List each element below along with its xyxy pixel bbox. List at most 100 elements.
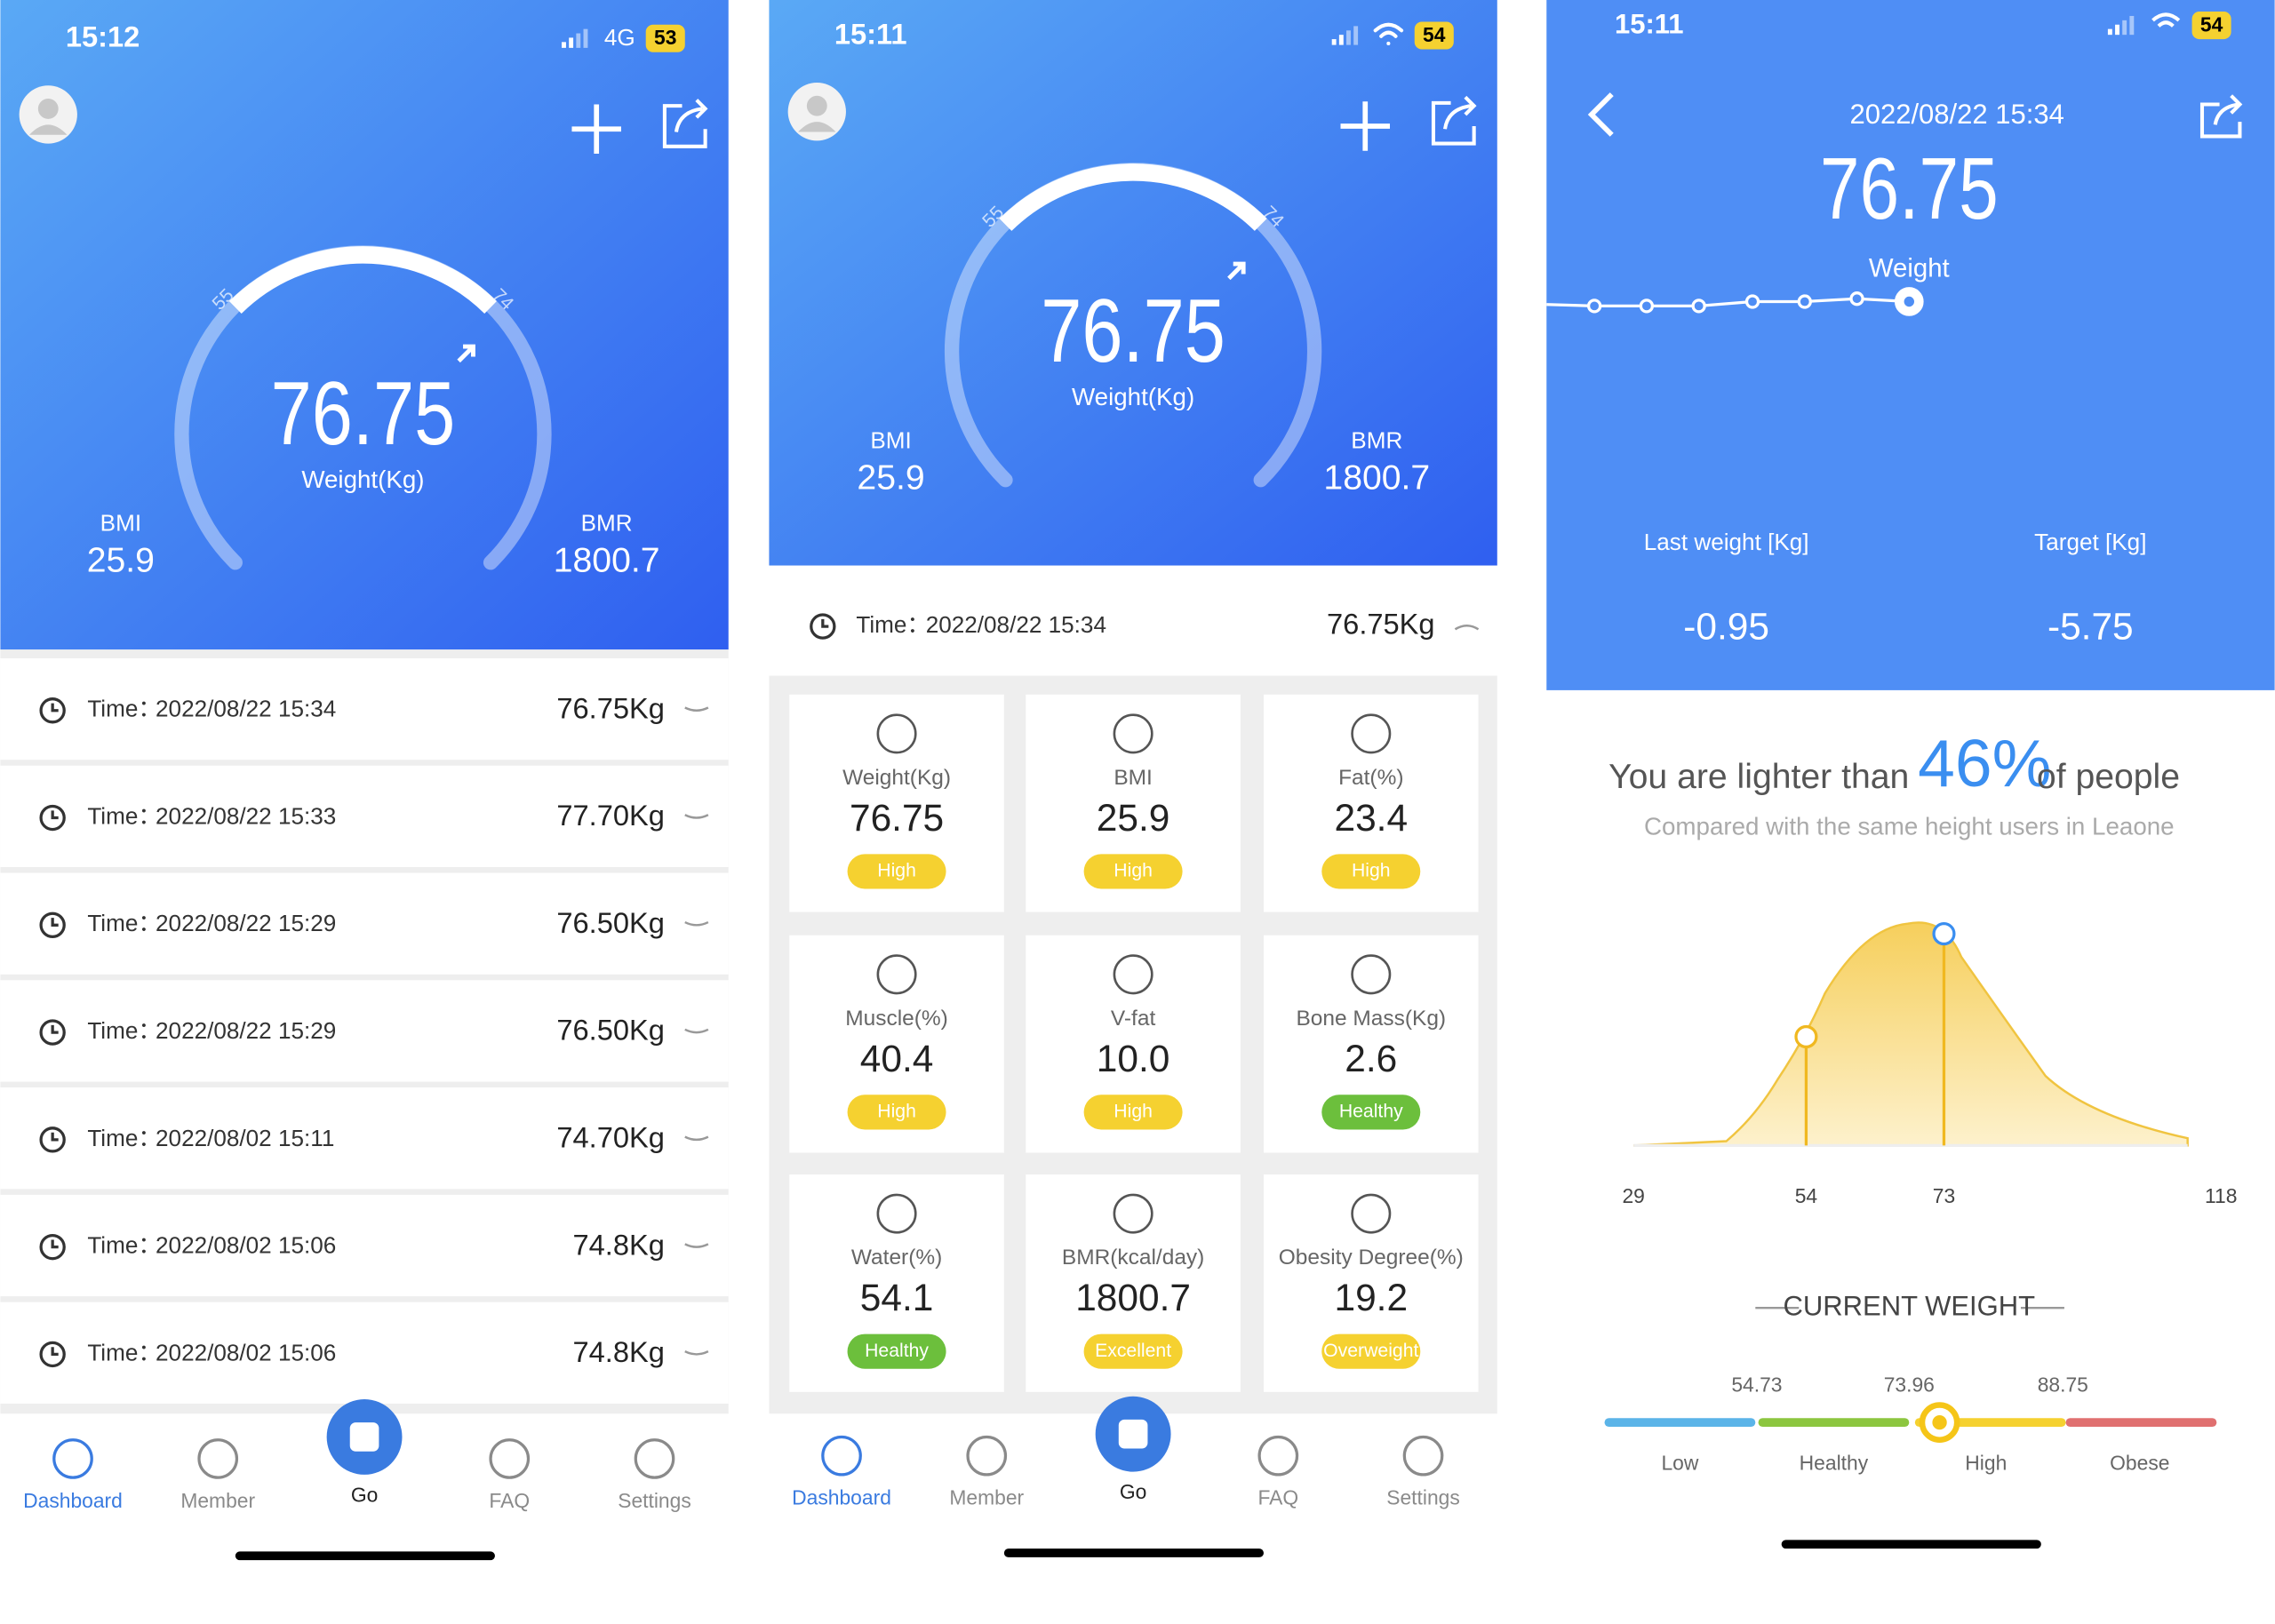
share-button[interactable] <box>1431 95 1477 146</box>
metric-icon <box>1351 1193 1392 1234</box>
metric-status: Excellent <box>1095 1341 1171 1361</box>
trend-point[interactable] <box>1849 291 1864 306</box>
expand-chevron[interactable] <box>684 1243 709 1248</box>
latest-time: 2022/08/22 15:34 <box>926 611 1106 638</box>
tab-icon[interactable] <box>821 1435 862 1477</box>
marker-point <box>1932 922 1956 946</box>
expand-chevron[interactable] <box>684 1135 709 1142</box>
record-time: 2022/08/22 15:33 <box>156 802 336 829</box>
status-badge <box>1083 1095 1183 1130</box>
record-row[interactable] <box>0 872 729 975</box>
record-row[interactable] <box>0 765 729 868</box>
weight-label: Weight(Kg) <box>301 466 424 493</box>
metric-icon <box>1113 1193 1153 1234</box>
record-row[interactable] <box>0 1302 729 1404</box>
range-label: Healthy <box>1800 1451 1869 1474</box>
status-badge <box>1321 1095 1421 1130</box>
latest-time-label: Time： <box>856 611 930 638</box>
metric-label: Obesity Degree(%) <box>1279 1246 1464 1270</box>
tab-icon[interactable] <box>489 1438 531 1479</box>
tab-label: FAQ <box>489 1489 530 1512</box>
avatar-body <box>798 122 836 132</box>
metric-value: 2.6 <box>1345 1038 1397 1079</box>
home-indicator <box>1003 1548 1264 1557</box>
signal-bar <box>569 37 574 48</box>
share-button[interactable] <box>2199 94 2243 139</box>
tab-icon[interactable] <box>634 1438 675 1479</box>
signal-bar <box>2122 20 2127 36</box>
range-threshold: 54.73 <box>1731 1373 1782 1396</box>
metric-label: Bone Mass(Kg) <box>1296 1007 1446 1031</box>
gauge-range <box>228 246 497 314</box>
tab-icon[interactable] <box>1402 1435 1444 1477</box>
tab-icon[interactable] <box>197 1438 239 1479</box>
wifi-icon <box>2151 12 2181 28</box>
trend-point[interactable] <box>1797 294 1812 309</box>
record-weight: 74.70Kg <box>556 1120 665 1153</box>
expand-chevron[interactable] <box>684 1028 709 1034</box>
collapse-chevron[interactable] <box>1454 625 1480 631</box>
trend-point[interactable] <box>1639 299 1655 314</box>
metric-label: Weight(Kg) <box>842 766 951 790</box>
range-label: Low <box>1661 1451 1698 1474</box>
distribution-label: 118 <box>2205 1184 2237 1207</box>
tab-label: Dashboard <box>792 1486 891 1509</box>
record-time-label: Time： <box>87 802 161 829</box>
metric-status: High <box>1114 1101 1153 1121</box>
avatar-head <box>806 95 827 116</box>
share-button[interactable] <box>662 99 708 148</box>
network-type: 4G <box>604 24 635 51</box>
metric-value: 10.0 <box>1097 1038 1170 1079</box>
header-panel <box>1546 0 2275 690</box>
bmr-label: BMR <box>1351 427 1402 454</box>
clock-hands <box>51 1024 59 1034</box>
expand-chevron[interactable] <box>684 814 709 819</box>
record-row[interactable] <box>0 1194 729 1297</box>
record-date: 2022/08/22 15:34 <box>1849 99 2063 130</box>
record-weight: 76.75Kg <box>556 691 665 724</box>
record-weight: 74.8Kg <box>573 1228 665 1261</box>
expand-chevron[interactable] <box>684 920 709 927</box>
expand-chevron[interactable] <box>684 1350 709 1356</box>
bmi-value: 25.9 <box>857 459 924 498</box>
tab-icon[interactable] <box>52 1438 93 1479</box>
signal-bar <box>2129 15 2135 36</box>
record-time: 2022/08/02 15:06 <box>156 1232 336 1259</box>
metric-value: 23.4 <box>1334 797 1408 839</box>
gauge-range <box>999 163 1267 231</box>
record-time-label: Time： <box>87 1339 161 1365</box>
weight-label: Weight(Kg) <box>1072 383 1194 410</box>
metric-icon <box>1351 954 1392 995</box>
distribution-label: 54 <box>1795 1184 1818 1207</box>
tab-label: Member <box>949 1486 1024 1509</box>
header-panel <box>0 0 729 650</box>
record-time: 2022/08/22 15:29 <box>156 1017 336 1044</box>
weight-value: 76.75 <box>271 362 456 464</box>
record-row[interactable] <box>0 657 729 760</box>
expand-chevron[interactable] <box>684 706 709 712</box>
add-button[interactable] <box>571 104 621 155</box>
status-badge <box>1083 854 1183 889</box>
trend-point[interactable] <box>1691 299 1706 314</box>
add-button[interactable] <box>1340 101 1390 151</box>
record-row[interactable] <box>0 980 729 1082</box>
bmi-label: BMI <box>870 427 911 454</box>
tab-label: FAQ <box>1257 1486 1298 1509</box>
status-badge <box>847 854 946 889</box>
trend-line <box>1546 297 1910 308</box>
trend-point[interactable] <box>1586 299 1602 314</box>
bmr-value: 1800.7 <box>554 542 660 580</box>
back-button[interactable] <box>1587 92 1614 137</box>
clock-icon <box>810 613 836 640</box>
trend-point[interactable] <box>1744 294 1760 309</box>
tab-icon[interactable] <box>966 1435 1008 1477</box>
tab-icon[interactable] <box>1257 1435 1299 1477</box>
record-row[interactable] <box>0 1087 729 1190</box>
weight-value: 76.75 <box>1820 140 1999 237</box>
record-time-label: Time： <box>87 1232 161 1259</box>
status-time: 15:11 <box>834 17 907 50</box>
record-time: 2022/08/02 15:11 <box>156 1125 334 1151</box>
status-badge <box>1083 1333 1183 1369</box>
last-weight-value: -0.95 <box>1683 606 1769 648</box>
battery-level: 54 <box>1423 23 1446 46</box>
